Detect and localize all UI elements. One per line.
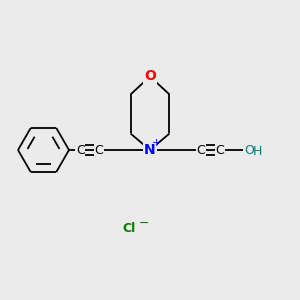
Text: Cl: Cl <box>122 221 136 235</box>
Text: O: O <box>244 143 254 157</box>
Text: −: − <box>139 217 149 230</box>
Text: O: O <box>144 70 156 83</box>
Text: C: C <box>215 143 224 157</box>
Text: N: N <box>144 143 156 157</box>
Text: H: H <box>253 145 262 158</box>
Text: C: C <box>76 143 85 157</box>
Text: C: C <box>94 143 103 157</box>
Text: +: + <box>152 138 161 148</box>
Text: C: C <box>196 143 206 157</box>
